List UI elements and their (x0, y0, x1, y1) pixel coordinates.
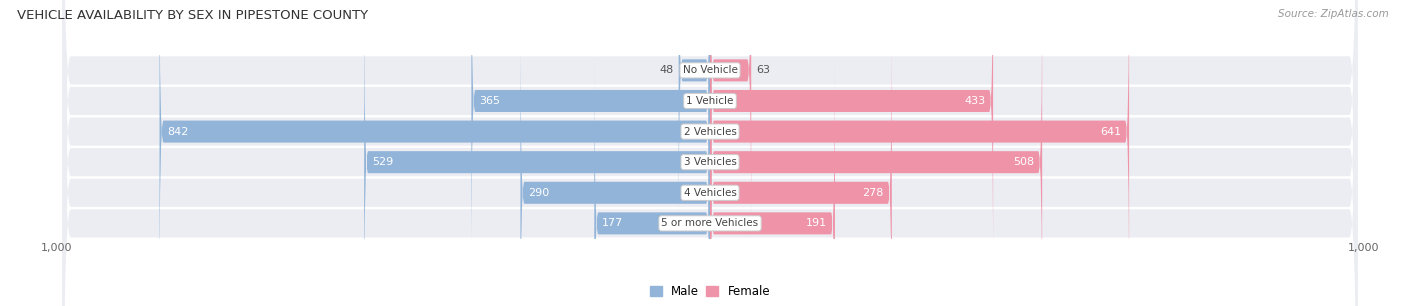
Text: 508: 508 (1014, 157, 1035, 167)
Text: 63: 63 (756, 65, 770, 75)
FancyBboxPatch shape (710, 51, 835, 306)
Text: No Vehicle: No Vehicle (682, 65, 738, 75)
FancyBboxPatch shape (710, 0, 1129, 304)
FancyBboxPatch shape (63, 0, 1357, 306)
Text: 842: 842 (167, 127, 188, 136)
Text: 433: 433 (965, 96, 986, 106)
FancyBboxPatch shape (710, 0, 993, 274)
FancyBboxPatch shape (63, 0, 1357, 306)
FancyBboxPatch shape (710, 20, 891, 306)
Text: 1 Vehicle: 1 Vehicle (686, 96, 734, 106)
FancyBboxPatch shape (159, 0, 710, 304)
Text: 2 Vehicles: 2 Vehicles (683, 127, 737, 136)
FancyBboxPatch shape (710, 0, 1042, 306)
FancyBboxPatch shape (679, 0, 710, 243)
FancyBboxPatch shape (63, 0, 1357, 306)
FancyBboxPatch shape (520, 20, 710, 306)
Text: 191: 191 (806, 218, 827, 228)
FancyBboxPatch shape (471, 0, 710, 274)
Legend: Male, Female: Male, Female (645, 280, 775, 303)
FancyBboxPatch shape (63, 0, 1357, 306)
FancyBboxPatch shape (63, 0, 1357, 306)
FancyBboxPatch shape (63, 0, 1357, 306)
Text: 365: 365 (479, 96, 501, 106)
Text: 5 or more Vehicles: 5 or more Vehicles (661, 218, 759, 228)
Text: VEHICLE AVAILABILITY BY SEX IN PIPESTONE COUNTY: VEHICLE AVAILABILITY BY SEX IN PIPESTONE… (17, 9, 368, 22)
Text: 177: 177 (602, 218, 623, 228)
FancyBboxPatch shape (710, 0, 751, 243)
Text: Source: ZipAtlas.com: Source: ZipAtlas.com (1278, 9, 1389, 19)
Text: 278: 278 (862, 188, 884, 198)
FancyBboxPatch shape (595, 51, 710, 306)
Text: 3 Vehicles: 3 Vehicles (683, 157, 737, 167)
Text: 529: 529 (373, 157, 394, 167)
Text: 290: 290 (529, 188, 550, 198)
Text: 641: 641 (1099, 127, 1121, 136)
Text: 4 Vehicles: 4 Vehicles (683, 188, 737, 198)
FancyBboxPatch shape (364, 0, 710, 306)
Text: 48: 48 (659, 65, 673, 75)
